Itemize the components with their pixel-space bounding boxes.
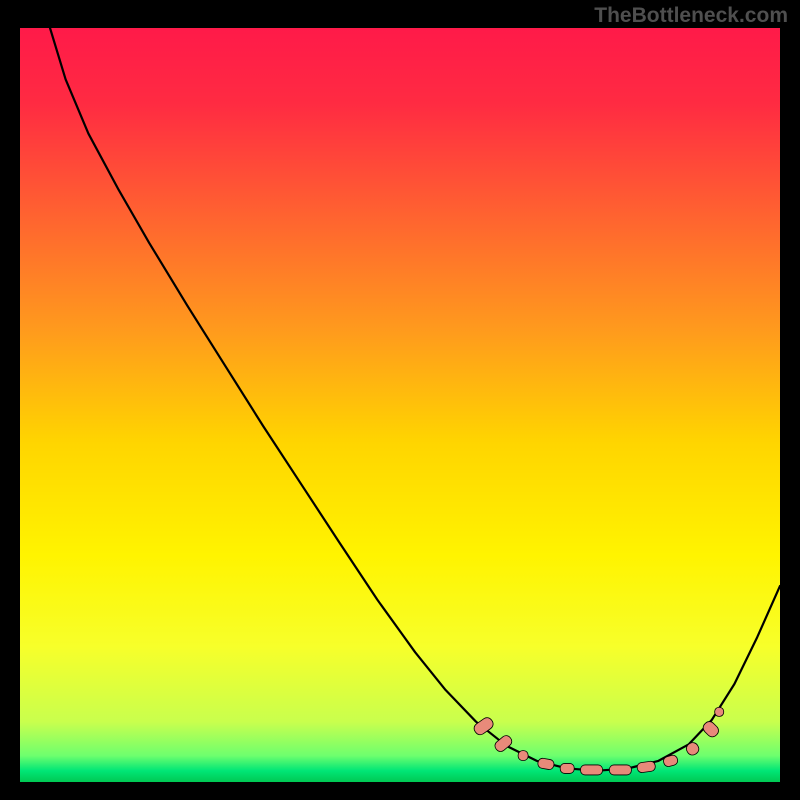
data-marker xyxy=(537,758,554,771)
data-marker xyxy=(472,716,495,737)
chart-frame: TheBottleneck.com xyxy=(0,0,800,800)
data-marker xyxy=(663,754,679,767)
data-marker xyxy=(560,763,574,773)
data-marker xyxy=(581,765,603,775)
data-marker xyxy=(493,734,514,754)
data-marker xyxy=(518,751,528,761)
data-marker xyxy=(684,741,700,757)
data-marker xyxy=(715,707,724,716)
data-marker xyxy=(637,761,656,773)
plot-area xyxy=(20,28,780,782)
data-marker xyxy=(609,765,631,775)
data-marker xyxy=(701,719,721,739)
marker-cluster xyxy=(20,28,780,782)
watermark-text: TheBottleneck.com xyxy=(594,4,788,28)
